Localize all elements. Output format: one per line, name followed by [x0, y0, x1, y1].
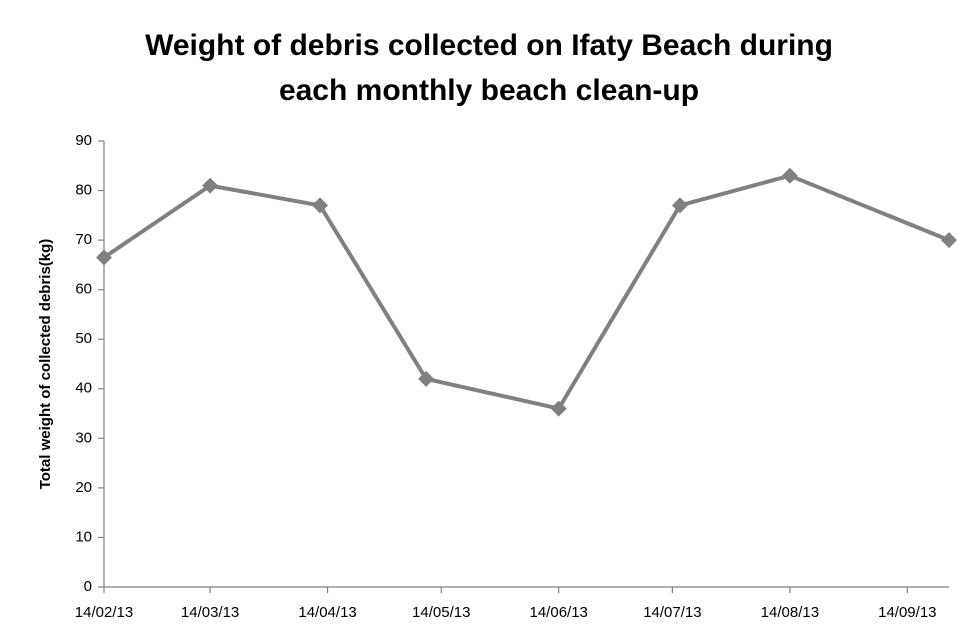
y-tick-label: 40 [75, 380, 92, 397]
line [102, 173, 950, 411]
y-tick-label: 30 [75, 429, 92, 446]
marker [671, 197, 688, 214]
y-tick-label: 10 [75, 528, 92, 545]
marker [941, 232, 957, 249]
chart-title: Weight of debris collected on Ifaty Beac… [145, 29, 833, 62]
y-tick-label: 70 [75, 231, 92, 248]
x-tick-label: 14/07/13 [643, 604, 701, 621]
y-tick-label: 60 [75, 281, 92, 298]
x-tick-label: 14/09/13 [878, 604, 936, 621]
marker [202, 177, 219, 194]
marker [781, 167, 798, 184]
y-tick-label: 90 [75, 132, 92, 149]
x-tick-label: 14/05/13 [412, 604, 470, 621]
y-axis-label: Total weight of collected debris(kg) [37, 239, 54, 490]
y-tick-label: 80 [75, 182, 92, 199]
chart-title: each monthly beach clean-up [279, 74, 699, 107]
x-tick-label: 14/03/13 [181, 604, 239, 621]
marker [418, 370, 435, 387]
y-tick-label: 50 [75, 330, 92, 347]
marker [311, 197, 328, 214]
y-tick-label: 20 [75, 479, 92, 496]
x-tick-label: 14/04/13 [298, 604, 356, 621]
x-tick-label: 14/02/13 [75, 604, 133, 621]
x-tick-label: 14/08/13 [761, 604, 819, 621]
marker [550, 400, 567, 417]
x-tick-label: 14/06/13 [530, 604, 588, 621]
marker [96, 249, 112, 266]
y-tick-label: 0 [84, 578, 92, 595]
